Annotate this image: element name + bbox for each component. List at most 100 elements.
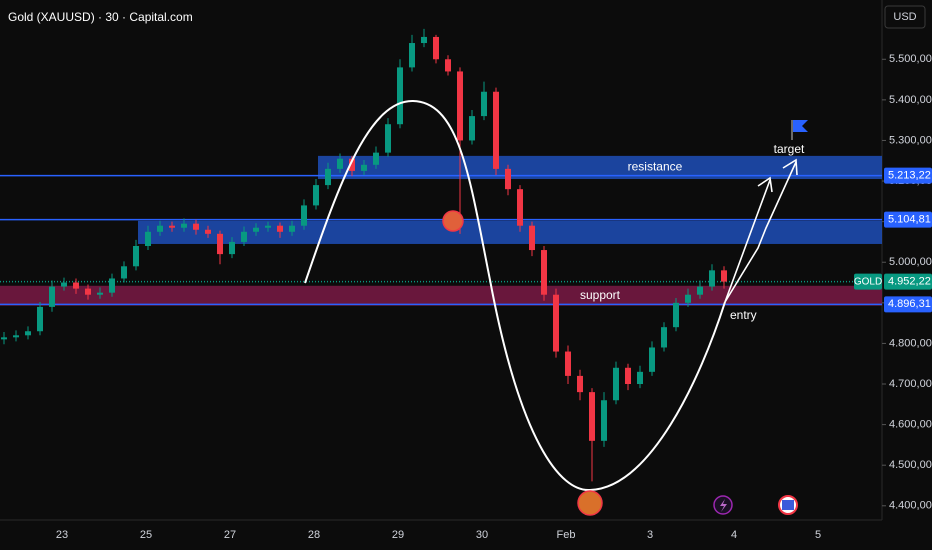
x-tick-label: 4 [731, 529, 737, 541]
candle-body [193, 223, 199, 230]
candle-body [433, 36, 439, 60]
x-tick-label: 5 [815, 529, 821, 541]
candle-body [133, 245, 139, 267]
x-tick-label: 23 [56, 529, 68, 541]
candle-body [37, 306, 43, 332]
y-tick-label: 4.800,00 [889, 337, 932, 349]
candle-body [181, 223, 187, 228]
candle-body [97, 292, 103, 295]
candle-body [493, 91, 499, 169]
x-tick-label: 30 [476, 529, 488, 541]
annotation: entry [730, 308, 757, 322]
candle-body [157, 225, 163, 232]
candle-body [445, 59, 451, 72]
candle-body [145, 231, 151, 246]
candle-body [373, 152, 379, 165]
candle-body [697, 286, 703, 295]
candle-body [661, 327, 667, 348]
y-tick-label: 5.500,00 [889, 53, 932, 65]
x-tick-label: 25 [140, 529, 152, 541]
price-label-box [884, 273, 932, 290]
candle-body [721, 270, 727, 282]
price-label-box [884, 211, 932, 228]
candle-body [217, 233, 223, 255]
drawing [304, 99, 808, 516]
candle-body [409, 43, 415, 68]
candle-body [457, 71, 463, 141]
candle-body [469, 116, 475, 141]
candle-body [313, 185, 319, 206]
zone [318, 155, 882, 180]
price-label: 5.213,22 [888, 170, 931, 182]
candle-body [505, 168, 511, 190]
x-tick-label: 27 [224, 529, 236, 541]
y-tick-label: 4.400,00 [889, 500, 932, 512]
candle-body [25, 331, 31, 336]
candle-body [265, 225, 271, 228]
currency-box[interactable] [884, 5, 926, 29]
x-tick-label: Feb [557, 529, 576, 541]
zone-label: resistance [628, 160, 683, 174]
x-tick-label: 28 [308, 529, 320, 541]
candle-body [613, 367, 619, 401]
y-tick-label: 4.500,00 [889, 459, 932, 471]
candle-body [121, 266, 127, 279]
x-tick-label: 29 [392, 529, 404, 541]
currency: USD [893, 11, 916, 23]
candle-body [601, 400, 607, 441]
price-label-box [884, 296, 932, 313]
candle-body [301, 205, 307, 226]
candles [1, 28, 727, 482]
candle-body [289, 225, 295, 232]
chart-title: Gold (XAUUSD) · 30 · Capital.com [8, 10, 193, 24]
candle-body [589, 392, 595, 441]
candle-body [385, 124, 391, 153]
candle-body [637, 371, 643, 385]
candle-body [169, 225, 175, 228]
symbol-tag: GOLD [854, 276, 882, 287]
flag [793, 120, 808, 132]
price-label: 4.896,31 [888, 298, 931, 310]
y-tick-label: 4.700,00 [889, 378, 932, 390]
candle-body [481, 91, 487, 117]
annotation: target [774, 142, 805, 156]
event-icon [720, 499, 727, 512]
candle-body [673, 302, 679, 328]
marker-circle [577, 490, 603, 516]
marker-circle [442, 210, 464, 232]
y-tick-label: 5.300,00 [889, 134, 932, 146]
candle-body [85, 288, 91, 295]
arrow [724, 176, 773, 303]
event-icon [782, 500, 794, 510]
candle-body [13, 335, 19, 338]
candle-body [529, 225, 535, 251]
candle-body [349, 158, 355, 171]
candle-body [325, 168, 331, 186]
candle-body [625, 367, 631, 385]
candle-body [241, 231, 247, 242]
y-tick-label: 4.600,00 [889, 419, 932, 431]
candle-body [1, 337, 7, 340]
candle-body [337, 158, 343, 169]
candle-body [517, 189, 523, 226]
candle-body [73, 282, 79, 289]
symbol-tag-box [854, 273, 882, 290]
zone-label: support [580, 288, 621, 302]
candle-body [253, 227, 259, 232]
candle-body [361, 164, 367, 171]
candle-body [541, 250, 547, 295]
candle-body [277, 225, 283, 232]
candle-body [61, 282, 67, 287]
candle-body [205, 229, 211, 234]
zone [138, 220, 882, 244]
candle-body [49, 286, 55, 307]
candle-body [109, 278, 115, 293]
candle-body [685, 294, 691, 303]
price-label: 5.104,81 [888, 214, 931, 226]
zones: resistance support [0, 155, 882, 306]
price-axis: 4.400,00 4.500,00 4.600,00 4.700,00 4.800,00… [56, 53, 932, 541]
y-tick-label: 5.000,00 [889, 256, 932, 268]
projection-curve [304, 99, 726, 492]
arrow [724, 158, 798, 303]
